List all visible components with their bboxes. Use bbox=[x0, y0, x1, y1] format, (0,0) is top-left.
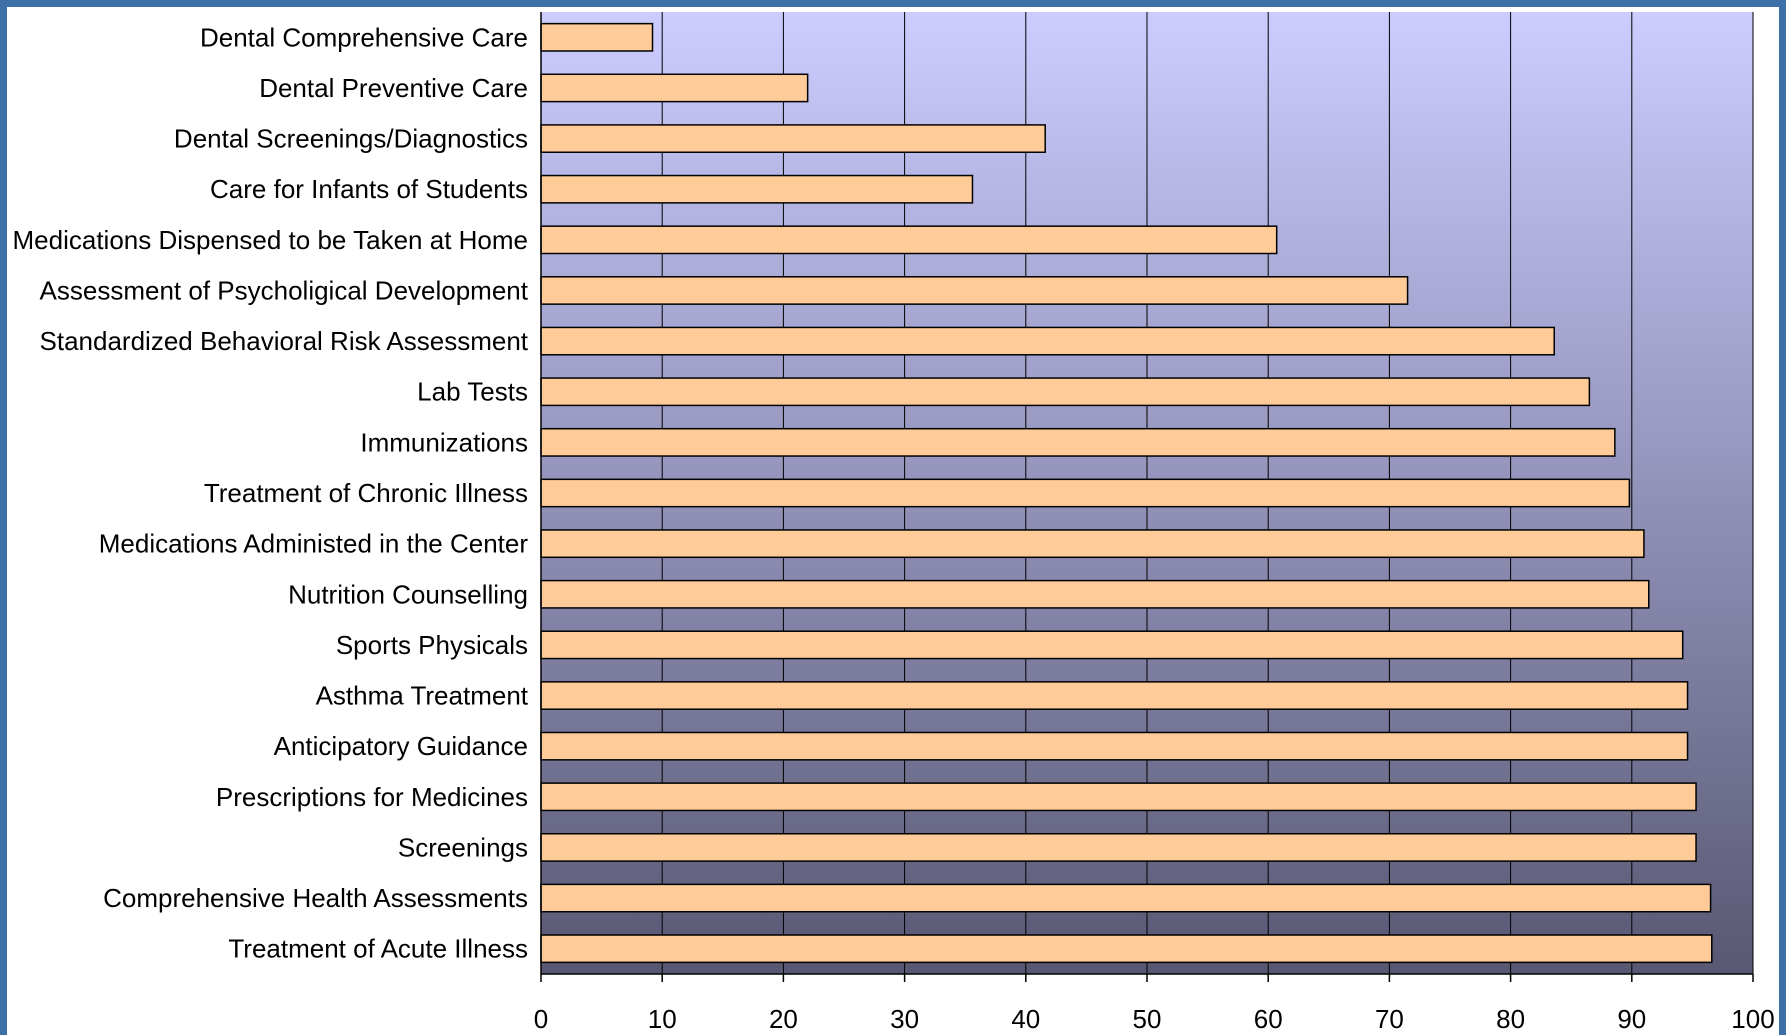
category-label: Asthma Treatment bbox=[316, 681, 529, 711]
bar bbox=[540, 73, 809, 103]
category-label: Comprehensive Health Assessments bbox=[103, 883, 528, 913]
x-tick-label: 80 bbox=[1496, 1004, 1525, 1034]
category-label: Treatment of Chronic Illness bbox=[204, 478, 528, 508]
x-tick-label: 100 bbox=[1731, 1004, 1774, 1034]
x-tick-label: 60 bbox=[1254, 1004, 1283, 1034]
bar bbox=[540, 630, 1684, 660]
bar bbox=[540, 883, 1712, 913]
x-tick-label: 70 bbox=[1375, 1004, 1404, 1034]
bar bbox=[540, 782, 1697, 812]
category-label: Dental Preventive Care bbox=[259, 73, 528, 103]
x-tick-label: 20 bbox=[769, 1004, 798, 1034]
x-tick-label: 90 bbox=[1617, 1004, 1646, 1034]
category-label: Medications Dispensed to be Taken at Hom… bbox=[13, 225, 528, 255]
x-tick-label: 0 bbox=[534, 1004, 548, 1034]
bar bbox=[540, 225, 1278, 255]
bar bbox=[540, 276, 1409, 305]
bar bbox=[540, 326, 1555, 356]
category-label: Prescriptions for Medicines bbox=[216, 782, 528, 812]
bar bbox=[540, 833, 1697, 862]
bar bbox=[540, 377, 1591, 407]
bar bbox=[540, 731, 1689, 761]
category-label: Dental Screenings/Diagnostics bbox=[174, 124, 528, 154]
bar bbox=[540, 934, 1713, 964]
category-label: Medications Administed in the Center bbox=[99, 529, 529, 559]
category-label: Treatment of Acute Illness bbox=[228, 934, 528, 964]
x-axis: 0 10 20 30 40 50 60 70 80 90 100 bbox=[534, 12, 1775, 1034]
category-label: Sports Physicals bbox=[336, 630, 528, 660]
category-labels: Dental Comprehensive Care Dental Preventi… bbox=[13, 22, 529, 963]
bar bbox=[540, 427, 1616, 457]
bar bbox=[540, 22, 654, 52]
bar bbox=[540, 681, 1689, 710]
x-tick-label: 40 bbox=[1011, 1004, 1040, 1034]
bar bbox=[540, 124, 1046, 153]
x-tick-label: 10 bbox=[648, 1004, 677, 1034]
bar bbox=[540, 529, 1645, 559]
category-label: Lab Tests bbox=[417, 377, 528, 407]
category-label: Anticipatory Guidance bbox=[274, 731, 528, 761]
bar bbox=[540, 478, 1631, 508]
x-tick-label: 30 bbox=[890, 1004, 919, 1034]
category-label: Screenings bbox=[398, 832, 528, 862]
category-label: Dental Comprehensive Care bbox=[200, 22, 528, 52]
bar bbox=[540, 579, 1650, 609]
category-label: Immunizations bbox=[360, 427, 528, 457]
category-label: Assessment of Psycholigical Development bbox=[40, 275, 529, 305]
category-label: Nutrition Counselling bbox=[288, 579, 528, 609]
category-label: Standardized Behavioral Risk Assessment bbox=[40, 326, 529, 356]
x-tick-label: 50 bbox=[1133, 1004, 1162, 1034]
category-label: Care for Infants of Students bbox=[210, 174, 528, 204]
bar bbox=[540, 174, 974, 204]
bars bbox=[540, 22, 1713, 964]
